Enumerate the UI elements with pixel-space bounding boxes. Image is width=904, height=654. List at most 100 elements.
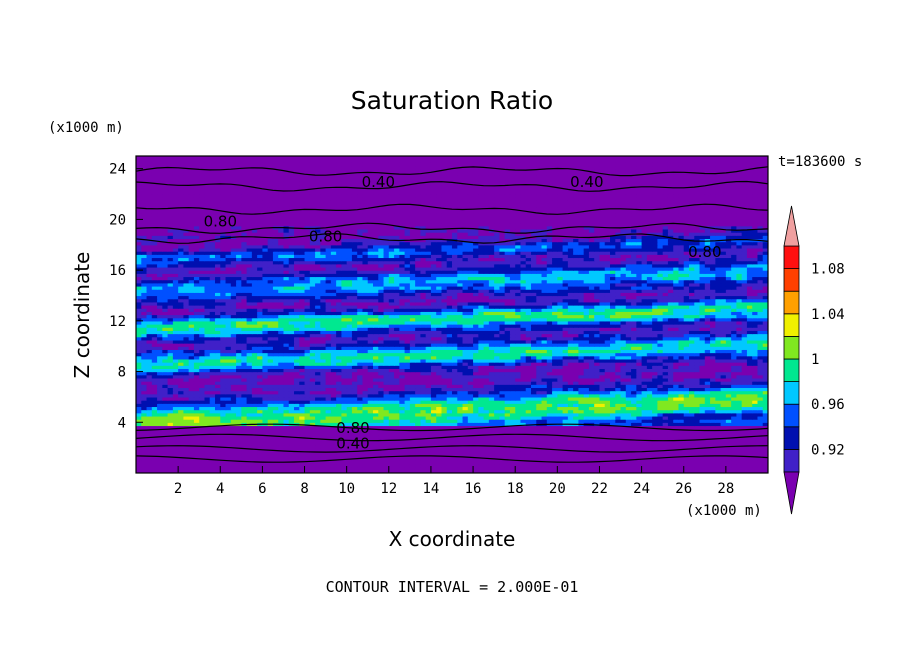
heatmap-cell bbox=[315, 466, 321, 471]
heatmap-cell bbox=[625, 390, 632, 395]
heatmap-cell bbox=[236, 466, 242, 471]
heatmap-cell bbox=[509, 431, 516, 436]
heatmap-cell bbox=[415, 406, 421, 411]
heatmap-cell bbox=[272, 412, 279, 417]
heatmap-cell bbox=[731, 441, 737, 446]
heatmap-cell bbox=[430, 425, 437, 430]
heatmap-cell bbox=[631, 431, 637, 436]
heatmap-cell bbox=[193, 460, 200, 465]
heatmap-cell bbox=[220, 422, 227, 427]
heatmap-cell bbox=[278, 425, 285, 430]
heatmap-cell bbox=[367, 460, 374, 465]
heatmap-cell bbox=[762, 415, 768, 420]
heatmap-cell bbox=[757, 450, 764, 455]
heatmap-cell bbox=[736, 466, 743, 471]
heatmap-cell bbox=[362, 466, 369, 471]
heatmap-cell bbox=[172, 444, 179, 449]
heatmap-cell bbox=[662, 453, 669, 458]
heatmap-cell bbox=[209, 450, 216, 455]
heatmap-cell bbox=[404, 447, 411, 452]
heatmap-cell bbox=[399, 441, 406, 446]
heatmap-cell bbox=[436, 387, 443, 392]
heatmap-cell bbox=[341, 406, 348, 411]
heatmap-cell bbox=[157, 390, 163, 395]
heatmap-cell bbox=[578, 447, 585, 452]
heatmap-cell bbox=[594, 441, 601, 446]
heatmap-cell bbox=[436, 412, 443, 417]
heatmap-cell bbox=[257, 415, 263, 420]
heatmap-cell bbox=[615, 406, 622, 411]
heatmap-cell bbox=[409, 431, 416, 436]
heatmap-cell bbox=[525, 469, 532, 473]
heatmap-cell bbox=[562, 447, 569, 452]
heatmap-cell bbox=[557, 384, 564, 389]
heatmap-cell bbox=[420, 396, 427, 401]
heatmap-cell bbox=[288, 450, 295, 455]
heatmap-cell bbox=[230, 450, 237, 455]
heatmap-cell bbox=[325, 384, 332, 389]
heatmap-cell bbox=[694, 406, 701, 411]
heatmap-cell bbox=[683, 403, 690, 408]
heatmap-cell bbox=[689, 396, 695, 401]
heatmap-cell bbox=[204, 438, 211, 442]
heatmap-cell bbox=[462, 419, 469, 423]
heatmap-cell bbox=[736, 419, 743, 423]
heatmap-cell bbox=[604, 431, 611, 436]
heatmap-cell bbox=[594, 463, 601, 468]
heatmap-cell bbox=[689, 419, 695, 423]
heatmap-cell bbox=[636, 412, 643, 417]
heatmap-cell bbox=[573, 466, 579, 471]
heatmap-cell bbox=[278, 431, 285, 436]
heatmap-cell bbox=[257, 403, 263, 408]
heatmap-cell bbox=[336, 434, 342, 439]
heatmap-cell bbox=[494, 419, 500, 423]
heatmap-cell bbox=[615, 403, 622, 408]
heatmap-cell bbox=[689, 444, 695, 449]
heatmap-cell bbox=[525, 460, 532, 465]
heatmap-cell bbox=[362, 453, 369, 458]
heatmap-cell bbox=[193, 390, 200, 395]
heatmap-cell bbox=[620, 406, 627, 411]
heatmap-cell bbox=[625, 412, 632, 417]
heatmap-cell bbox=[520, 415, 527, 420]
heatmap-cell bbox=[172, 415, 179, 420]
heatmap-cell bbox=[541, 406, 548, 411]
heatmap-cell bbox=[509, 393, 516, 398]
heatmap-cell bbox=[215, 463, 221, 468]
heatmap-cell bbox=[283, 447, 290, 452]
heatmap-cell bbox=[199, 412, 206, 417]
heatmap-cell bbox=[162, 419, 169, 423]
heatmap-cell bbox=[689, 412, 695, 417]
heatmap-cell bbox=[746, 428, 753, 433]
heatmap-cell bbox=[757, 460, 764, 465]
heatmap-cell bbox=[157, 387, 163, 392]
heatmap-cell bbox=[199, 406, 206, 411]
heatmap-cell bbox=[452, 447, 458, 452]
heatmap-cell bbox=[567, 444, 574, 449]
heatmap-cell bbox=[694, 412, 701, 417]
heatmap-cell bbox=[536, 412, 543, 417]
heatmap-cell bbox=[504, 406, 511, 411]
heatmap-cell bbox=[625, 387, 632, 392]
heatmap-cell bbox=[499, 431, 506, 436]
heatmap-cell bbox=[573, 431, 579, 436]
heatmap-cell bbox=[425, 438, 432, 442]
heatmap-cell bbox=[220, 390, 227, 395]
heatmap-cell bbox=[330, 469, 337, 473]
heatmap-cell bbox=[394, 447, 400, 452]
heatmap-cell bbox=[204, 419, 211, 423]
heatmap-cell bbox=[399, 412, 406, 417]
heatmap-cell bbox=[488, 453, 495, 458]
heatmap-cell bbox=[425, 466, 432, 471]
heatmap-cell bbox=[188, 390, 195, 395]
heatmap-cell bbox=[562, 390, 569, 395]
heatmap-cell bbox=[294, 457, 300, 461]
heatmap-cell bbox=[562, 466, 569, 471]
heatmap-cell bbox=[309, 438, 316, 442]
heatmap-cell bbox=[246, 463, 253, 468]
heatmap-cell bbox=[272, 415, 279, 420]
heatmap-cell bbox=[183, 384, 190, 389]
heatmap-cell bbox=[620, 422, 627, 427]
heatmap-cell bbox=[225, 406, 232, 411]
heatmap-cell bbox=[731, 463, 737, 468]
